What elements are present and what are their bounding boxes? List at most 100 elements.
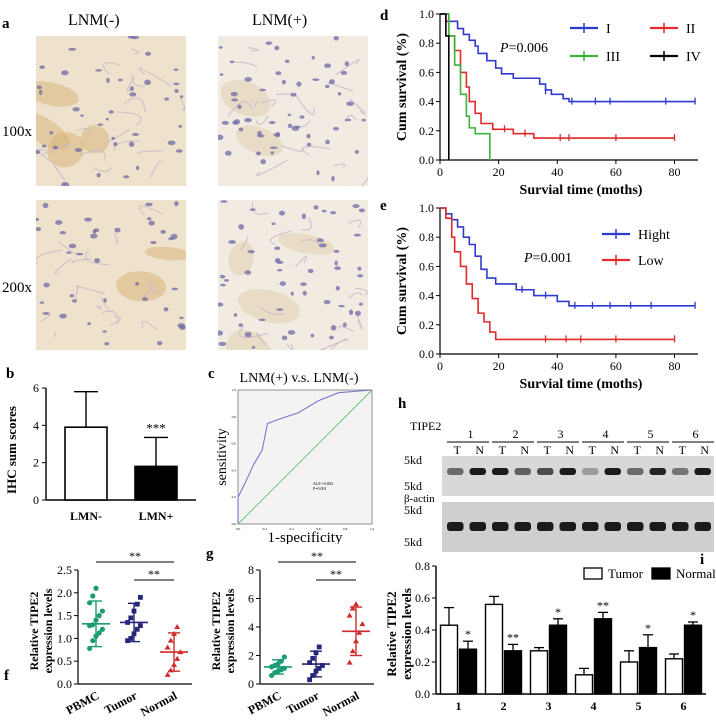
data-point (96, 630, 102, 636)
x-tick-label: 80 (669, 165, 681, 179)
x-tick-label: PBMC (246, 688, 284, 717)
cell-nucleus (232, 120, 238, 125)
cell-nucleus (174, 88, 179, 93)
y-tick-label: 4 (248, 620, 254, 634)
cell-nucleus (270, 151, 274, 155)
bar (548, 624, 568, 695)
cell-nucleus (39, 65, 45, 69)
cell-nucleus (238, 224, 245, 230)
x-tick-label: LMN+ (139, 509, 174, 523)
bar (503, 650, 523, 695)
cell-nucleus (106, 77, 110, 83)
cell-nucleus (275, 71, 282, 76)
stained-region (220, 79, 271, 118)
data-point (316, 644, 322, 650)
bar (458, 648, 478, 695)
y-axis-label: IHC sum scores (4, 406, 19, 494)
panel-label-g: g (206, 546, 214, 562)
lane-number: 2 (513, 427, 519, 441)
mw-marker: 35kd (404, 535, 422, 549)
x-tick-label: Tumor (284, 688, 322, 717)
data-point (167, 637, 174, 643)
cell-nucleus (129, 92, 137, 97)
stroma-fiber (294, 93, 315, 116)
data-point (90, 638, 96, 644)
cell-nucleus (174, 200, 179, 207)
y-tick-label: 0.4 (415, 623, 430, 637)
x-tick-label: 40 (551, 359, 563, 373)
km-chart-expression: 0.0 0.2 0.4 0.6 0.8 1.0 0 20 40 60 80 Survial time … (395, 201, 698, 392)
cell-nucleus (93, 228, 100, 233)
stroma-fiber (131, 74, 145, 88)
cell-nucleus (357, 266, 362, 271)
cell-nucleus (96, 172, 101, 178)
bar (593, 618, 613, 695)
cell-nucleus (255, 151, 261, 156)
actin-band (514, 522, 531, 531)
cell-nucleus (220, 200, 228, 203)
cell-nucleus (142, 297, 148, 301)
cell-nucleus (180, 95, 184, 98)
tipe2-band (469, 468, 486, 475)
legend-label: Tumor (608, 566, 644, 581)
cell-nucleus (55, 220, 63, 225)
stroma-fiber (102, 128, 130, 143)
x-tick-label: 0.4 (289, 527, 294, 531)
stroma-fiber (71, 258, 92, 263)
data-point (174, 624, 181, 629)
cell-nucleus (39, 301, 45, 304)
roc-title: LNM(+) v.s. LNM(-) (240, 371, 359, 386)
y-axis-label: expression levels (223, 588, 237, 673)
roc-chart: LNM(+) v.s. LNM(-) 0.0 0.2 0.4 0.6 0.8 1.0 0.0 0… (215, 371, 375, 544)
y-tick-label: 0.2 (419, 124, 434, 138)
mw-marker: 15kd (404, 479, 422, 493)
cell-nucleus (230, 91, 238, 97)
stroma-fiber (240, 236, 249, 251)
stroma-fiber (301, 217, 312, 231)
cell-nucleus (337, 91, 342, 96)
legend-label: Normal (676, 566, 716, 581)
cell-nucleus (36, 217, 40, 222)
stained-region (228, 241, 255, 276)
cell-nucleus (233, 313, 238, 317)
stroma-fiber (139, 205, 163, 216)
western-blot: TIPE21TN2TN3TN4TN5TN6TN25kd15kdβ-actin55… (404, 419, 714, 552)
stroma-fiber (84, 249, 110, 266)
cell-nucleus (358, 302, 363, 306)
cell-nucleus (42, 312, 50, 315)
row-label-100x: 100x (2, 124, 32, 140)
lane-number: 5 (648, 427, 654, 441)
stroma-fiber (355, 287, 368, 296)
cell-nucleus (325, 139, 330, 145)
cell-nucleus (231, 98, 239, 102)
tipe2-band (649, 468, 666, 475)
stroma-fiber (52, 163, 66, 181)
data-point (99, 608, 105, 614)
y-axis-label: sensitivity (215, 428, 230, 486)
actin-label: β-actin (404, 493, 435, 505)
cell-nucleus (321, 209, 327, 213)
cell-nucleus (329, 335, 334, 340)
cell-nucleus (49, 131, 54, 135)
blot-title: TIPE2 (410, 419, 441, 433)
micrograph-lnm-neg-100x (36, 36, 186, 186)
y-tick-label: 0.0 (419, 347, 434, 361)
cell-nucleus (135, 165, 140, 171)
cell-nucleus (68, 243, 77, 249)
scatter-chart-g: 0 2 4 6 8 Relative TIPE2 expression levels PBMC… (209, 549, 374, 719)
y-tick-label: 1.0 (419, 201, 434, 215)
stroma-fiber (130, 48, 140, 55)
y-tick-label: 0.4 (232, 468, 237, 472)
tn-label: T (679, 443, 687, 457)
stroma-fiber (348, 219, 362, 229)
x-tick-label: Tumor (102, 688, 140, 717)
cell-nucleus (237, 104, 242, 110)
x-tick-label: 1.0 (370, 527, 375, 531)
stroma-fiber (114, 232, 119, 244)
bar (683, 624, 703, 695)
cell-nucleus (312, 78, 320, 81)
cell-nucleus (274, 246, 281, 250)
cell-nucleus (145, 202, 153, 207)
data-point (316, 665, 322, 671)
panel-label-d: d (380, 8, 389, 24)
